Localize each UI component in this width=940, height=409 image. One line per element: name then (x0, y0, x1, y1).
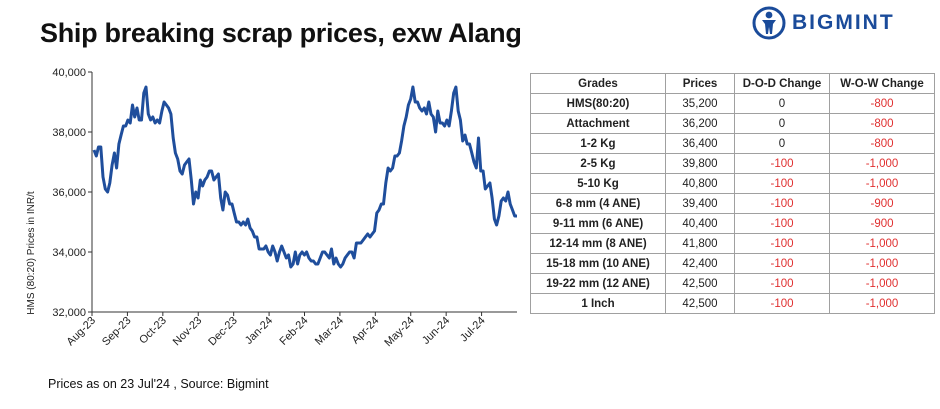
chart-title: Ship breaking scrap prices, exw Alang (40, 18, 522, 48)
x-tick-label: Jun-24 (420, 315, 452, 347)
change-cell: -800 (829, 93, 935, 114)
y-tick-label: 40,000 (52, 67, 86, 79)
change-cell: -800 (829, 133, 935, 154)
price-line-chart: HMS (80:20) Prices in INR/t 32,000 34,000… (26, 67, 517, 349)
y-tick-label: 34,000 (52, 247, 86, 259)
x-tick-label: Oct-23 (137, 315, 169, 347)
change-cell: -1,000 (829, 273, 935, 294)
brand-name: BIGMINT (792, 11, 895, 34)
change-cell: -100 (734, 153, 830, 174)
y-tick-label: 38,000 (52, 127, 86, 139)
table-row: 6-8 mm (4 ANE) 39,400 -100 -900 (530, 193, 935, 214)
series-line-hms-80-20 (92, 85, 517, 269)
y-tick-label: 36,000 (52, 187, 86, 199)
change-cell: -1,000 (829, 293, 935, 314)
change-cell: 0 (734, 113, 830, 134)
price-cell: 40,800 (665, 173, 735, 194)
change-cell: -100 (734, 193, 830, 214)
person-globe-icon (752, 6, 786, 40)
table-row: 12-14 mm (8 ANE) 41,800 -100 -1,000 (530, 233, 935, 254)
column-header: Prices (665, 73, 735, 94)
change-cell: -1,000 (829, 253, 935, 274)
y-axis-label: HMS (80:20) Prices in INR/t (26, 191, 37, 315)
table-row: 9-11 mm (6 ANE) 40,400 -100 -900 (530, 213, 935, 234)
change-cell: -1,000 (829, 233, 935, 254)
price-cell: 36,200 (665, 113, 735, 134)
grade-cell: 19-22 mm (12 ANE) (530, 273, 666, 294)
change-cell: -100 (734, 273, 830, 294)
price-cell: 36,400 (665, 133, 735, 154)
x-tick-label: Aug-23 (65, 315, 99, 349)
grade-cell: Attachment (530, 113, 666, 134)
table-row: Attachment 36,200 0 -800 (530, 113, 935, 134)
table-row: 5-10 Kg 40,800 -100 -1,000 (530, 173, 935, 194)
x-tick-label: Nov-23 (171, 315, 205, 349)
price-cell: 39,800 (665, 153, 735, 174)
grade-cell: 6-8 mm (4 ANE) (530, 193, 666, 214)
x-tick-label: Sep-23 (100, 315, 134, 349)
price-cell: 39,400 (665, 193, 735, 214)
table-row: 19-22 mm (12 ANE) 42,500 -100 -1,000 (530, 273, 935, 294)
change-cell: -100 (734, 213, 830, 234)
table-row: 15-18 mm (10 ANE) 42,400 -100 -1,000 (530, 253, 935, 274)
price-cell: 40,400 (665, 213, 735, 234)
price-table: Grades Prices D-O-D Change W-O-W Change HMS… (530, 73, 935, 314)
table-body: HMS(80:20) 35,200 0 -800 Attachment 36,200 0 -8… (530, 93, 935, 314)
change-cell: 0 (734, 93, 830, 114)
column-header: W-O-W Change (829, 73, 935, 94)
change-cell: -100 (734, 173, 830, 194)
x-tick-label: Feb-24 (277, 315, 310, 348)
grade-cell: HMS(80:20) (530, 93, 666, 114)
change-cell: -1,000 (829, 153, 935, 174)
column-header: D-O-D Change (734, 73, 830, 94)
table-header-row: Grades Prices D-O-D Change W-O-W Change (530, 73, 935, 94)
table-row: 1-2 Kg 36,400 0 -800 (530, 133, 935, 154)
price-cell: 42,400 (665, 253, 735, 274)
price-cell: 42,500 (665, 273, 735, 294)
x-tick-label: Apr-24 (350, 315, 382, 347)
column-header: Grades (530, 73, 666, 94)
y-ticks: 32,000 34,000 36,000 38,000 40,000 (52, 67, 92, 319)
change-cell: -900 (829, 193, 935, 214)
table-row: 1 Inch 42,500 -100 -1,000 (530, 293, 935, 314)
x-tick-label: Jul-24 (458, 315, 488, 345)
change-cell: -100 (734, 253, 830, 274)
x-tick-label: Dec-23 (206, 315, 240, 349)
y-tick-label: 32,000 (52, 307, 86, 319)
grade-cell: 2-5 Kg (530, 153, 666, 174)
change-cell: -1,000 (829, 173, 935, 194)
change-cell: -900 (829, 213, 935, 234)
brand-logo: BIGMINT (752, 6, 932, 40)
grade-cell: 1 Inch (530, 293, 666, 314)
x-tick-label: May-24 (382, 315, 416, 349)
price-cell: 42,500 (665, 293, 735, 314)
grade-cell: 9-11 mm (6 ANE) (530, 213, 666, 234)
grade-cell: 12-14 mm (8 ANE) (530, 233, 666, 254)
change-cell: -100 (734, 293, 830, 314)
price-cell: 35,200 (665, 93, 735, 114)
x-tick-label: Mar-24 (313, 315, 346, 348)
table-row: HMS(80:20) 35,200 0 -800 (530, 93, 935, 114)
x-tick-label: Jan-24 (243, 315, 275, 347)
change-cell: -100 (734, 233, 830, 254)
table-row: 2-5 Kg 39,800 -100 -1,000 (530, 153, 935, 174)
grade-cell: 15-18 mm (10 ANE) (530, 253, 666, 274)
change-cell: -800 (829, 113, 935, 134)
x-ticks: Aug-23 Sep-23 Oct-23 Nov-23 Dec-23 Jan-24 Feb-… (65, 312, 488, 349)
grade-cell: 5-10 Kg (530, 173, 666, 194)
price-cell: 41,800 (665, 233, 735, 254)
grade-cell: 1-2 Kg (530, 133, 666, 154)
footer-note: Prices as on 23 Jul'24 , Source: Bigmint (48, 377, 269, 391)
change-cell: 0 (734, 133, 830, 154)
